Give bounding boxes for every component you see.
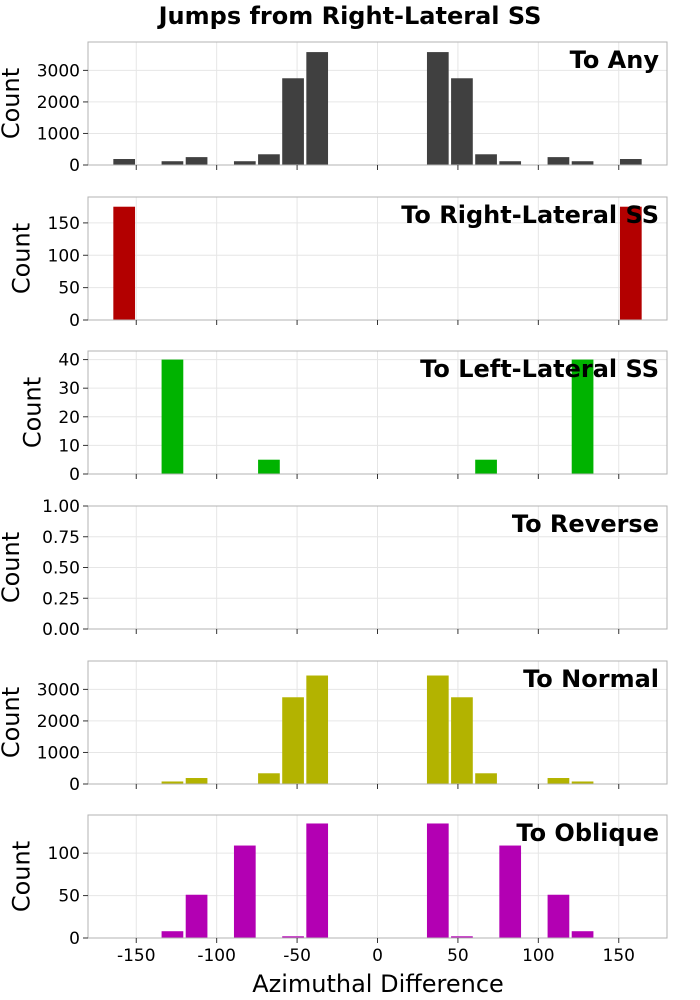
y-tick-label: 0 — [69, 775, 80, 795]
bar — [475, 773, 497, 784]
bar — [258, 773, 280, 784]
y-axis-label: Count — [8, 223, 36, 294]
panel-label: To Reverse — [512, 510, 659, 538]
x-axis-label: Azimuthal Difference — [252, 970, 504, 998]
bar — [451, 697, 473, 784]
bar — [161, 359, 184, 474]
bar — [185, 157, 208, 165]
bar — [619, 206, 642, 320]
panel-label: To Right-Lateral SS — [401, 201, 659, 229]
bar — [233, 845, 256, 938]
y-tick-label: 1000 — [37, 124, 80, 144]
bar — [499, 161, 522, 165]
y-axis-label: Count — [0, 68, 25, 139]
y-tick-label: 0 — [69, 311, 80, 331]
y-tick-label: 0.75 — [42, 528, 80, 548]
bar — [547, 894, 570, 938]
y-tick-label: 30 — [58, 379, 80, 399]
bar — [113, 159, 136, 165]
y-tick-label: 0 — [69, 156, 80, 176]
x-tick-label: 50 — [447, 946, 469, 966]
y-tick-label: 40 — [58, 351, 80, 371]
y-axis-label: Count — [18, 377, 46, 448]
y-tick-label: 0.00 — [42, 620, 80, 640]
y-tick-label: 2000 — [37, 93, 80, 113]
bar — [547, 157, 570, 165]
x-tick-label: -100 — [197, 946, 236, 966]
panel-label: To Normal — [523, 665, 659, 693]
y-tick-label: 0 — [69, 929, 80, 949]
y-axis-label: Count — [0, 687, 25, 758]
y-tick-label: 0.50 — [42, 559, 80, 579]
figure-title: Jumps from Right-Lateral SS — [157, 2, 542, 30]
y-tick-label: 100 — [48, 246, 80, 266]
y-tick-label: 2000 — [37, 712, 80, 732]
panel-to-left-lateral-ss: 0 10 20 30 40 Count To Left-Lateral SS — [18, 350, 668, 485]
bar — [619, 159, 642, 165]
bar — [306, 52, 329, 166]
bar — [258, 154, 280, 165]
bar — [185, 894, 208, 938]
bar — [451, 936, 473, 938]
bar — [475, 459, 497, 474]
panel-label: To Any — [570, 46, 660, 74]
bar — [282, 936, 304, 938]
bar — [282, 697, 304, 784]
x-tick-label: -150 — [117, 946, 156, 966]
bar — [426, 675, 449, 784]
y-axis-label: Count — [8, 841, 36, 912]
panel-to-reverse: 0.00 0.25 0.50 0.75 1.00 Count To Reverse — [0, 497, 668, 640]
panel-to-normal: 0 1000 2000 3000 Count To Normal — [0, 660, 668, 795]
bar — [282, 78, 304, 165]
x-tick-label: 150 — [603, 946, 635, 966]
bar — [426, 823, 449, 938]
y-tick-label: 20 — [58, 408, 80, 428]
bar — [571, 931, 594, 938]
x-tick-label: 0 — [372, 946, 383, 966]
bar — [571, 359, 594, 474]
panel-to-right-lateral-ss: 0 50 100 150 Count To Right-Lateral SS — [8, 196, 668, 331]
y-tick-label: 1000 — [37, 743, 80, 763]
bar — [113, 206, 136, 320]
bar — [306, 675, 329, 784]
y-tick-label: 10 — [58, 436, 80, 456]
bar — [475, 154, 497, 165]
x-tick-label: 100 — [522, 946, 554, 966]
bar — [185, 778, 208, 784]
bar — [233, 161, 256, 165]
y-tick-label: 50 — [58, 887, 80, 907]
bar — [426, 52, 449, 166]
y-tick-label: 0.25 — [42, 589, 80, 609]
y-tick-label: 150 — [48, 214, 80, 234]
panel-label: To Oblique — [516, 819, 659, 847]
y-tick-label: 1.00 — [42, 497, 80, 517]
bar — [258, 459, 280, 474]
y-tick-label: 50 — [58, 279, 80, 299]
bar — [547, 778, 570, 784]
y-tick-label: 3000 — [37, 680, 80, 700]
x-tick-label: -50 — [283, 946, 311, 966]
bar — [161, 931, 184, 938]
bar — [306, 823, 329, 938]
y-tick-label: 100 — [48, 844, 80, 864]
bar — [571, 781, 594, 784]
panel-to-any: 0 1000 2000 3000 Count To Any — [0, 41, 668, 176]
bar — [161, 161, 184, 165]
panel-to-oblique: 0 50 100 Count To Oblique -150 -100 -50 0 50 100 15… — [8, 814, 668, 966]
bar — [571, 161, 594, 165]
panel-label: To Left-Lateral SS — [420, 355, 659, 383]
bar — [451, 78, 473, 165]
y-tick-label: 0 — [69, 465, 80, 485]
bar — [161, 781, 184, 784]
y-tick-label: 3000 — [37, 61, 80, 81]
y-axis-label: Count — [0, 532, 25, 603]
bar — [499, 845, 522, 938]
